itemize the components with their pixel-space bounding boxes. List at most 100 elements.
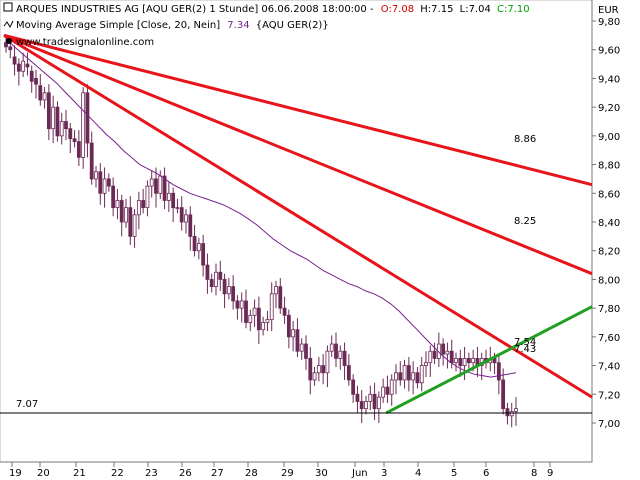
candle-body: [46, 92, 51, 130]
trend-label-upper: 8.86: [514, 134, 536, 145]
moving-average-series: [5, 37, 517, 378]
candle-body: [145, 185, 150, 209]
trend-label-rising: 7.54: [514, 337, 536, 348]
y-tick-label: 7,00: [598, 419, 620, 430]
candle-body: [265, 319, 270, 323]
candle-body: [196, 243, 201, 252]
candle-body: [72, 138, 77, 143]
indicator-value: 7.34: [227, 20, 249, 31]
candle-body: [278, 286, 283, 309]
candle-body: [428, 350, 433, 364]
trendline-lower: [3, 34, 593, 399]
x-tick-label: 22: [111, 468, 124, 479]
candle-body: [64, 121, 68, 130]
candle-body: [458, 357, 463, 366]
candle-body: [274, 286, 278, 295]
open-value: O:7.08: [381, 4, 414, 15]
candle-body: [128, 207, 133, 237]
candle-body: [261, 322, 266, 331]
candle-body: [239, 300, 244, 309]
x-tick-label: 23: [145, 468, 158, 479]
y-tick-label: 8,00: [598, 275, 620, 286]
y-tick-label: 7,40: [598, 362, 620, 373]
svg-text:Moving Average Simple [Close,: Moving Average Simple [Close, 20, Nein] …: [16, 20, 329, 31]
candle-body: [218, 271, 223, 280]
candle-body: [282, 307, 287, 316]
candle-body: [299, 343, 304, 352]
y-axis-ticks: 9,80 9,60 9,40 9,20 9,00 8,80 8,60 8,40 8,20 8,00…: [592, 17, 620, 430]
trend-label-middle: 8.25: [514, 216, 536, 227]
candle-body: [154, 178, 158, 194]
y-tick-label: 9,80: [598, 17, 620, 28]
svg-text:ARQUES INDUSTRIES AG [AQU GER(: ARQUES INDUSTRIES AG [AQU GER(2) 1 Stund…: [16, 4, 530, 15]
plot-area: [0, 0, 593, 463]
candle-body: [34, 78, 38, 85]
candle-body: [454, 357, 458, 364]
instrument-title: ARQUES INDUSTRIES AG [AQU GER(2) 1 Stund…: [16, 4, 374, 15]
candle-body: [235, 300, 240, 309]
x-tick-label: 4: [415, 468, 421, 479]
x-tick-label: 28: [245, 468, 258, 479]
candle-body: [29, 70, 34, 82]
candle-body: [389, 379, 394, 395]
candle-body: [364, 401, 368, 410]
candle-body: [244, 300, 248, 323]
low-value: L:7.04: [460, 4, 491, 15]
candle-body: [441, 343, 446, 355]
candle-body: [355, 393, 360, 402]
candle-body: [59, 121, 64, 137]
candle-body: [85, 92, 90, 144]
candle-body: [501, 379, 506, 410]
y-tick-label: 7,80: [598, 304, 620, 315]
currency-label: EUR: [598, 5, 619, 16]
candle-body: [368, 393, 373, 402]
candle-body: [136, 200, 141, 216]
candle-body: [406, 365, 411, 381]
x-tick-label: 30: [315, 468, 328, 479]
x-tick-label: Jun: [351, 468, 368, 479]
candle-body: [269, 293, 274, 321]
x-tick-label: 20: [37, 468, 50, 479]
candle-body: [102, 178, 107, 194]
candle-body: [514, 408, 518, 412]
candle-body: [68, 128, 73, 140]
candle-body: [325, 350, 330, 374]
header-row-1: ARQUES INDUSTRIES AG [AQU GER(2) 1 Stund…: [3, 2, 530, 15]
candlestick-series: [4, 36, 518, 428]
candle-body: [295, 329, 300, 352]
candle-body: [329, 343, 334, 352]
candle-body: [201, 243, 206, 266]
candle-body: [119, 200, 124, 223]
x-tick-label: 9: [547, 468, 553, 479]
x-axis-ticks: 19 20 21 22 23 26 27 28 29 30 Jun 3 4 5 6 8 9: [9, 462, 553, 479]
candle-body: [462, 357, 467, 366]
candle-body: [132, 214, 137, 237]
x-tick-label: 6: [483, 468, 489, 479]
candle-body: [171, 192, 176, 209]
y-tick-label: 9,00: [598, 132, 620, 143]
candle-body: [449, 350, 454, 364]
candle-body: [124, 207, 128, 223]
collapse-box-icon[interactable]: [3, 2, 13, 12]
candle-body: [192, 235, 197, 252]
indicator-name: Moving Average Simple [Close, 20, Nein]: [16, 20, 220, 31]
candle-body: [214, 271, 218, 288]
candle-body: [149, 178, 154, 187]
candle-body: [432, 350, 437, 359]
y-tick-label: 8,80: [598, 161, 620, 172]
candle-body: [316, 365, 321, 374]
candle-body: [376, 396, 381, 410]
candle-body: [466, 357, 471, 364]
candle-body: [252, 307, 257, 316]
y-tick-label: 7,60: [598, 333, 620, 344]
y-tick-label: 8,40: [598, 218, 620, 229]
close-value: C:7.10: [497, 4, 530, 15]
x-tick-label: 27: [211, 468, 224, 479]
trendline-rising: [385, 305, 593, 415]
candle-body: [106, 178, 111, 187]
y-tick-label: 9,40: [598, 74, 620, 85]
candle-body: [226, 286, 231, 295]
header-row-2: Moving Average Simple [Close, 20, Nein] …: [3, 20, 329, 31]
candle-body: [8, 46, 13, 51]
